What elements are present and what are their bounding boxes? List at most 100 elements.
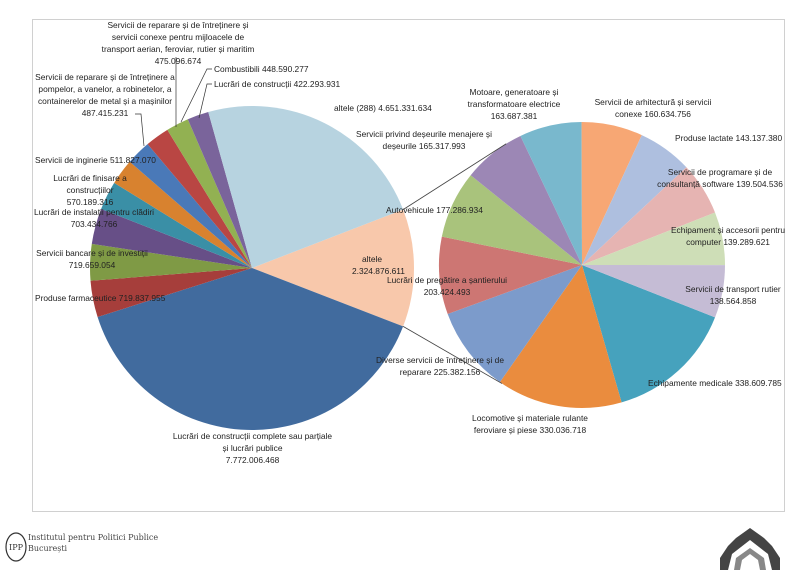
- pie-slice: [167, 119, 252, 268]
- pie-slice: [582, 265, 716, 403]
- label-value: 719.659.054: [68, 260, 116, 270]
- connector-lines: [402, 143, 507, 384]
- data-label: Diverse servicii de întreținere și de re…: [370, 354, 510, 378]
- data-label: Lucrări de construcții complete sau parț…: [170, 430, 335, 466]
- label-name: Lucrări de construcții complete sau parț…: [172, 431, 333, 453]
- pie-slice: [97, 268, 404, 431]
- data-label: Servicii bancare și de investiții 719.659…: [30, 247, 154, 271]
- pie-slice: [520, 122, 582, 265]
- data-label: Lucrări de finisare a construcțiilor 570.…: [30, 172, 150, 208]
- data-label: Lucrări de construcții 422.293.931: [214, 78, 374, 90]
- pie-slice: [101, 182, 252, 268]
- data-label: Echipamente medicale 338.609.785: [648, 377, 788, 389]
- leader-line-lucrari-constructii: [198, 83, 212, 119]
- data-label: Motoare, generatoare și transformatoare …: [462, 86, 566, 122]
- label-value: 139.504.536: [736, 179, 783, 189]
- label-value: 4.651.331.634: [378, 103, 432, 113]
- data-label: Autovehicule 177.286.934: [386, 204, 516, 216]
- data-label: Combustibili 448.590.277: [214, 63, 354, 75]
- data-label: Servicii de arhitectură și servicii cone…: [593, 96, 713, 120]
- label-value: 163.687.381: [490, 111, 538, 121]
- label-name: Servicii privind deșeurile menajere și d…: [356, 129, 492, 151]
- data-label: Servicii de programare și de consultanță…: [652, 166, 788, 190]
- label-name: Combustibili: [214, 64, 260, 74]
- label-value: 203.424.493: [423, 287, 471, 297]
- pie-slice: [90, 243, 252, 281]
- connector-line: [402, 326, 503, 384]
- pie-slice: [129, 144, 252, 268]
- pie-slice: [439, 236, 582, 315]
- label-value: 330.036.718: [539, 425, 587, 435]
- pie-slice: [187, 112, 252, 268]
- label-value: 422.293.931: [293, 79, 341, 89]
- pie-slice: [91, 209, 253, 268]
- label-name: Servicii de transport rutier: [685, 284, 781, 294]
- pie-slice: [582, 135, 687, 265]
- label-name: Servicii de programare și de consultanță…: [657, 167, 773, 189]
- label-name: Echipamente medicale: [648, 378, 733, 388]
- label-name: Produse farmaceutice: [35, 293, 117, 303]
- label-name: Autovehicule: [386, 205, 434, 215]
- label-value: 487.415.231: [81, 108, 129, 118]
- label-value: 719.837.955: [118, 293, 166, 303]
- data-label: Servicii de reparare și de întreținere a…: [30, 71, 180, 119]
- svg-text:IPP: IPP: [9, 543, 24, 552]
- label-name: Servicii de inginerie: [35, 155, 108, 165]
- label-value: 160.634.756: [644, 109, 691, 119]
- data-label: Produse farmaceutice 719.837.955: [35, 292, 205, 304]
- data-label: Echipament și accesorii pentru computer …: [670, 224, 786, 248]
- pie-slice: [441, 175, 582, 265]
- data-label: Locomotive și materiale rulante feroviar…: [465, 412, 595, 436]
- data-label: Servicii privind deșeurile menajere și d…: [344, 128, 504, 152]
- pie-slice: [582, 167, 716, 265]
- label-name: Servicii de reparare și de întreținere ș…: [101, 20, 255, 54]
- ornament-logo: [720, 528, 780, 570]
- label-name: Servicii bancare și de investiții: [36, 248, 148, 258]
- label-name: Motoare, generatoare și transformatoare …: [467, 87, 561, 109]
- data-label: Servicii de inginerie 511.827.070: [35, 154, 165, 166]
- pie-slice: [114, 161, 252, 268]
- label-value: 570.189.316: [66, 197, 114, 207]
- pie-slice: [499, 265, 622, 409]
- leader-lines: [135, 57, 212, 147]
- chart-frame: [32, 19, 785, 512]
- leader-line-combustibili: [180, 68, 212, 123]
- label-value: 2.324.876.611: [352, 266, 405, 276]
- pie-slice: [582, 265, 725, 318]
- label-value: 138.564.858: [709, 296, 757, 306]
- primary-pie: [90, 106, 415, 431]
- pie-slice: [147, 129, 252, 268]
- label-value: 475.096.674: [154, 56, 202, 66]
- label-name: Locomotive și materiale rulante feroviar…: [472, 413, 588, 435]
- pie-slice: [90, 268, 252, 318]
- data-label: Produse lactate 143.137.380: [675, 132, 785, 144]
- label-value: 165.317.993: [418, 141, 466, 151]
- pie-slice: [252, 209, 415, 327]
- data-label: Lucrări de pregătire a șantierului 203.42…: [382, 274, 512, 298]
- data-label: Servicii de reparare și de întreținere ș…: [100, 19, 256, 67]
- label-name: altele (288): [334, 103, 376, 113]
- leader-line-pompe: [135, 113, 145, 147]
- label-value: 511.827.070: [109, 155, 156, 165]
- label-value: 703.434.766: [70, 219, 118, 229]
- pie-slice: [581, 122, 642, 266]
- label-name: Servicii de arhitectură și servicii cone…: [594, 97, 712, 119]
- pie-slice: [447, 265, 582, 383]
- data-label: altele 2.324.876.611: [352, 253, 405, 277]
- label-name: Servicii de reparare și de întreținere a…: [35, 72, 175, 106]
- data-label: altele (288) 4.651.331.634: [334, 102, 464, 114]
- label-value: 338.609.785: [735, 378, 782, 388]
- label-name: Lucrări de finisare a construcțiilor: [53, 173, 127, 195]
- label-value: 448.590.277: [261, 64, 309, 74]
- label-value: 7.772.006.468: [225, 455, 280, 465]
- label-name: Produse lactate: [675, 133, 734, 143]
- ipp-logo: IPP: [5, 532, 27, 562]
- label-name: Diverse servicii de întreținere și de re…: [375, 355, 504, 377]
- pie-slice: [208, 106, 404, 268]
- label-name: Lucrări de construcții: [214, 79, 292, 89]
- data-label: Lucrări de instalații pentru clădiri 703.…: [30, 206, 158, 230]
- label-name: altele: [361, 254, 383, 264]
- label-value: 139.289.621: [723, 237, 770, 247]
- label-value: 177.286.934: [436, 205, 483, 215]
